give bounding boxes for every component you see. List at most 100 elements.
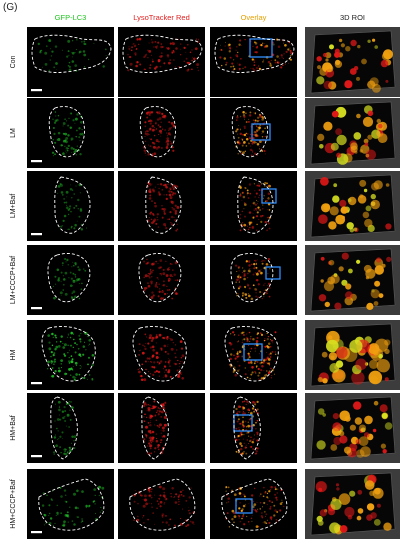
fluorescent-puncta: [145, 140, 147, 142]
roi-vesicle: [344, 80, 353, 89]
fluorescent-puncta: [57, 430, 59, 432]
fluorescent-puncta: [268, 499, 271, 503]
fluorescent-puncta: [276, 62, 278, 63]
fluorescent-puncta: [172, 50, 175, 52]
fluorescent-puncta: [230, 57, 232, 59]
fluorescent-puncta: [172, 50, 175, 54]
fluorescent-puncta: [91, 363, 94, 367]
fluorescent-puncta: [261, 272, 263, 274]
roi-vesicle: [356, 515, 362, 521]
fluorescent-puncta: [138, 370, 141, 374]
fluorescent-puncta: [73, 435, 77, 439]
fluorescent-puncta: [79, 283, 80, 285]
fluorescent-puncta: [266, 345, 270, 349]
fluorescent-puncta: [268, 264, 270, 266]
roi-vesicle: [367, 110, 374, 117]
fluorescent-puncta: [75, 185, 77, 187]
fluorescent-puncta: [263, 284, 265, 286]
fluorescent-puncta: [43, 524, 45, 526]
fluorescent-puncta: [235, 49, 237, 51]
fluorescent-puncta: [265, 291, 268, 295]
fluorescent-puncta: [242, 504, 246, 508]
fluorescent-puncta: [247, 294, 251, 298]
fluorescent-puncta: [160, 121, 162, 124]
fluorescent-puncta: [253, 130, 257, 134]
fluorescent-puncta: [180, 494, 183, 496]
fluorescent-puncta: [143, 378, 147, 382]
fluorescent-puncta: [254, 344, 256, 347]
fluorescent-puncta: [41, 504, 45, 507]
fluorescent-puncta: [164, 223, 166, 225]
fluorescent-puncta: [238, 125, 240, 126]
fluorescent-puncta: [261, 150, 264, 152]
fluorescent-puncta: [282, 57, 284, 59]
fluorescent-puncta: [159, 183, 163, 186]
fluorescent-puncta: [249, 361, 253, 364]
fluorescent-puncta: [160, 274, 163, 276]
fluorescent-puncta: [164, 225, 166, 227]
fluorescent-puncta: [194, 47, 198, 51]
fluorescent-puncta: [235, 427, 238, 430]
fluorescent-puncta: [162, 336, 165, 339]
fluorescent-puncta: [144, 413, 146, 416]
fluorescent-puncta: [252, 337, 255, 341]
fluorescent-puncta: [163, 435, 166, 438]
fluorescent-puncta: [243, 411, 245, 413]
fluorescent-puncta: [239, 452, 241, 454]
fluorescent-puncta: [148, 440, 150, 442]
roi-vesicle: [366, 503, 375, 511]
fluorescent-puncta: [253, 487, 256, 490]
fluorescent-puncta: [52, 139, 54, 141]
roi-vesicle: [318, 214, 328, 224]
fluorescent-puncta: [159, 360, 163, 363]
fluorescent-puncta: [61, 431, 64, 434]
fluorescent-puncta: [155, 433, 158, 435]
fluorescent-puncta: [144, 401, 146, 403]
fluorescent-puncta: [75, 154, 78, 156]
fluorescent-puncta: [243, 495, 246, 498]
roi-vesicle: [374, 265, 384, 275]
fluorescent-puncta: [66, 413, 70, 417]
fluorescent-puncta: [245, 260, 248, 263]
fluorescent-puncta: [252, 423, 255, 427]
fluorescent-puncta: [51, 151, 55, 154]
fluorescent-puncta: [156, 213, 159, 216]
fluorescent-puncta: [144, 498, 147, 502]
fluorescent-puncta: [245, 121, 248, 123]
fluorescent-puncta: [154, 424, 156, 426]
fluorescent-puncta: [74, 376, 77, 379]
fluorescent-puncta: [267, 272, 269, 274]
fluorescent-puncta: [249, 133, 252, 136]
fluorescent-puncta: [277, 488, 279, 490]
fluorescent-puncta: [243, 331, 245, 333]
fluorescent-puncta: [244, 125, 246, 128]
fluorescent-puncta: [241, 292, 245, 295]
fluorescent-puncta: [136, 38, 139, 41]
fluorescent-puncta: [157, 60, 161, 63]
fluorescent-puncta: [79, 367, 81, 370]
fluorescent-puncta: [175, 292, 178, 295]
fluorescent-puncta: [245, 403, 247, 406]
fluorescent-puncta: [138, 353, 141, 356]
fluorescent-puncta: [85, 504, 88, 508]
fluorescent-puncta: [160, 415, 163, 418]
roi-vesicle: [326, 339, 339, 353]
roi-vesicle: [359, 179, 367, 187]
fluorescent-puncta: [144, 135, 146, 137]
fluorescent-puncta: [182, 494, 185, 498]
fluorescent-puncta: [251, 494, 254, 497]
fluorescent-puncta: [70, 112, 73, 115]
fluorescent-puncta: [241, 139, 244, 141]
fluorescent-puncta: [157, 448, 160, 451]
fluorescent-puncta: [168, 289, 171, 291]
fluorescent-puncta: [243, 203, 247, 206]
fluorescent-puncta: [242, 133, 244, 136]
fluorescent-puncta: [166, 142, 169, 146]
fluorescent-puncta: [264, 135, 266, 138]
fluorescent-puncta: [151, 345, 155, 349]
fluorescent-puncta: [72, 272, 75, 275]
roi-vesicle: [350, 39, 357, 47]
fluorescent-puncta: [62, 343, 64, 345]
fluorescent-puncta: [173, 216, 175, 218]
fluorescent-puncta: [133, 43, 135, 45]
